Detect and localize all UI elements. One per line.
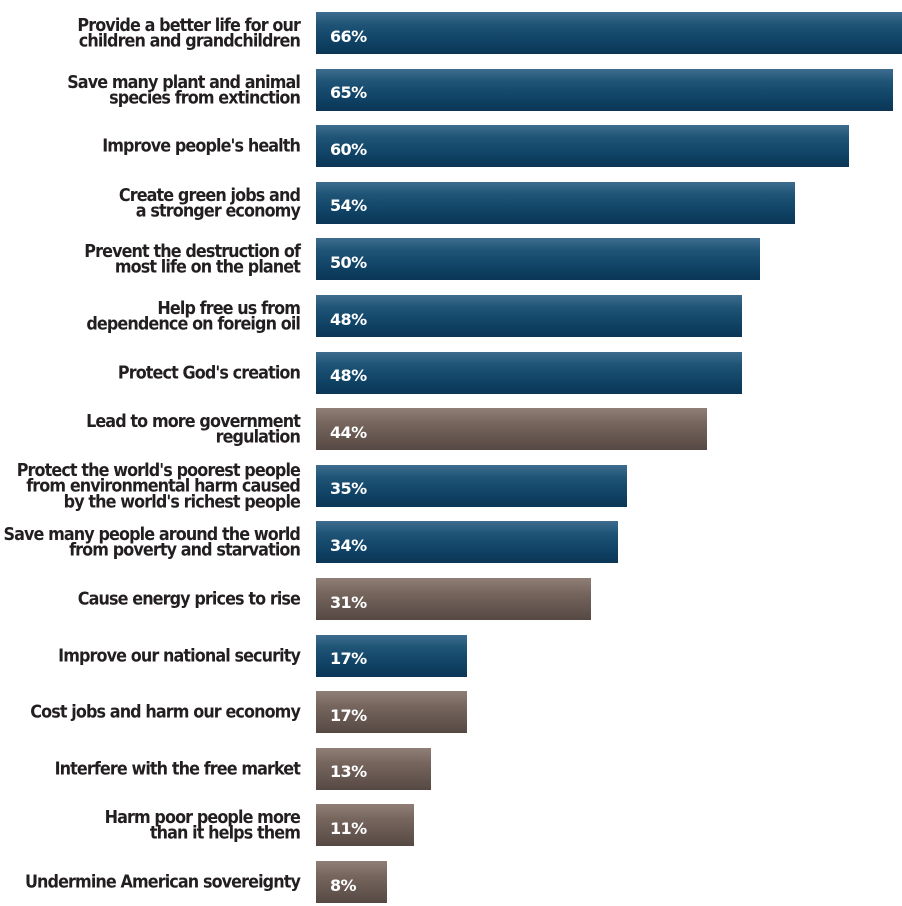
category-label: Provide a better life for our children a…	[77, 13, 301, 51]
bar-row: Save many people around the world from p…	[0, 521, 902, 564]
bar-row: Prevent the destruction of most life on …	[0, 238, 902, 281]
bar	[316, 464, 627, 507]
bar	[316, 12, 902, 54]
category-label: Save many plant and animal species from …	[67, 70, 301, 108]
bar-row: Improve people's health 60%	[0, 125, 902, 168]
bar	[316, 408, 707, 451]
category-label: Create green jobs and a stronger economy	[118, 183, 301, 221]
bar	[316, 747, 432, 790]
bar	[316, 351, 743, 394]
value-label: 44%	[330, 422, 367, 442]
bar	[316, 68, 894, 111]
value-label: 50%	[330, 252, 367, 272]
bar-row: Cause energy prices to rise 31%	[0, 578, 902, 620]
category-label: Prevent the destruction of most life on …	[84, 240, 301, 278]
bar	[316, 578, 592, 620]
bar-row: Provide a better life for our children a…	[0, 12, 902, 54]
value-label: 54%	[330, 196, 367, 216]
category-label: Undermine American sovereignty	[24, 870, 301, 893]
value-label: 65%	[330, 83, 367, 103]
bar-row: Cost jobs and harm our economy 17%	[0, 691, 902, 734]
bar	[316, 804, 414, 847]
bar-row: Undermine American sovereignty 8%	[0, 861, 902, 903]
bar	[316, 125, 849, 168]
bar	[316, 181, 796, 224]
category-label: Improve our national security	[58, 644, 301, 666]
bar-row: Lead to more government regulation 44%	[0, 408, 902, 451]
bar-row: Protect God's creation 48%	[0, 351, 902, 394]
category-label: Improve people's health	[102, 134, 301, 157]
value-label: 66%	[330, 26, 367, 46]
category-label: Help free us from dependence on foreign …	[86, 296, 301, 334]
category-label: Cause energy prices to rise	[77, 587, 301, 610]
bar-row: Create green jobs and a stronger economy…	[0, 181, 902, 224]
bar-row: Protect the world's poorest people from …	[0, 458, 902, 512]
value-label: 48%	[330, 366, 367, 386]
bar-row: Interfere with the free market 13%	[0, 747, 902, 790]
value-label: 35%	[330, 479, 367, 499]
value-label: 11%	[330, 818, 367, 838]
bar	[316, 691, 467, 734]
bar	[316, 521, 618, 564]
category-label: Protect the world's poorest people from …	[16, 458, 301, 512]
bar-row: Improve our national security 17%	[0, 634, 902, 677]
bar-row: Harm poor people more than it helps them…	[0, 804, 902, 847]
bar-row: Save many plant and animal species from …	[0, 68, 902, 111]
bar	[316, 634, 467, 677]
value-label: 60%	[330, 139, 367, 159]
bar	[316, 295, 743, 337]
category-label: Harm poor people more than it helps them	[104, 806, 301, 844]
value-label: 31%	[330, 592, 367, 612]
value-label: 48%	[330, 309, 367, 329]
bar-row: Help free us from dependence on foreign …	[0, 295, 902, 337]
category-label: Lead to more government regulation	[86, 410, 301, 448]
category-label: Cost jobs and harm our economy	[30, 700, 301, 723]
category-label: Interfere with the free market	[54, 757, 301, 779]
value-label: 13%	[330, 762, 367, 782]
value-label: 17%	[330, 649, 367, 669]
value-label: 8%	[330, 875, 357, 895]
value-label: 34%	[330, 535, 367, 555]
value-label: 17%	[330, 705, 367, 725]
category-label: Protect God's creation	[117, 361, 301, 383]
category-label: Save many people around the world from p…	[3, 523, 300, 561]
bar	[316, 238, 760, 281]
